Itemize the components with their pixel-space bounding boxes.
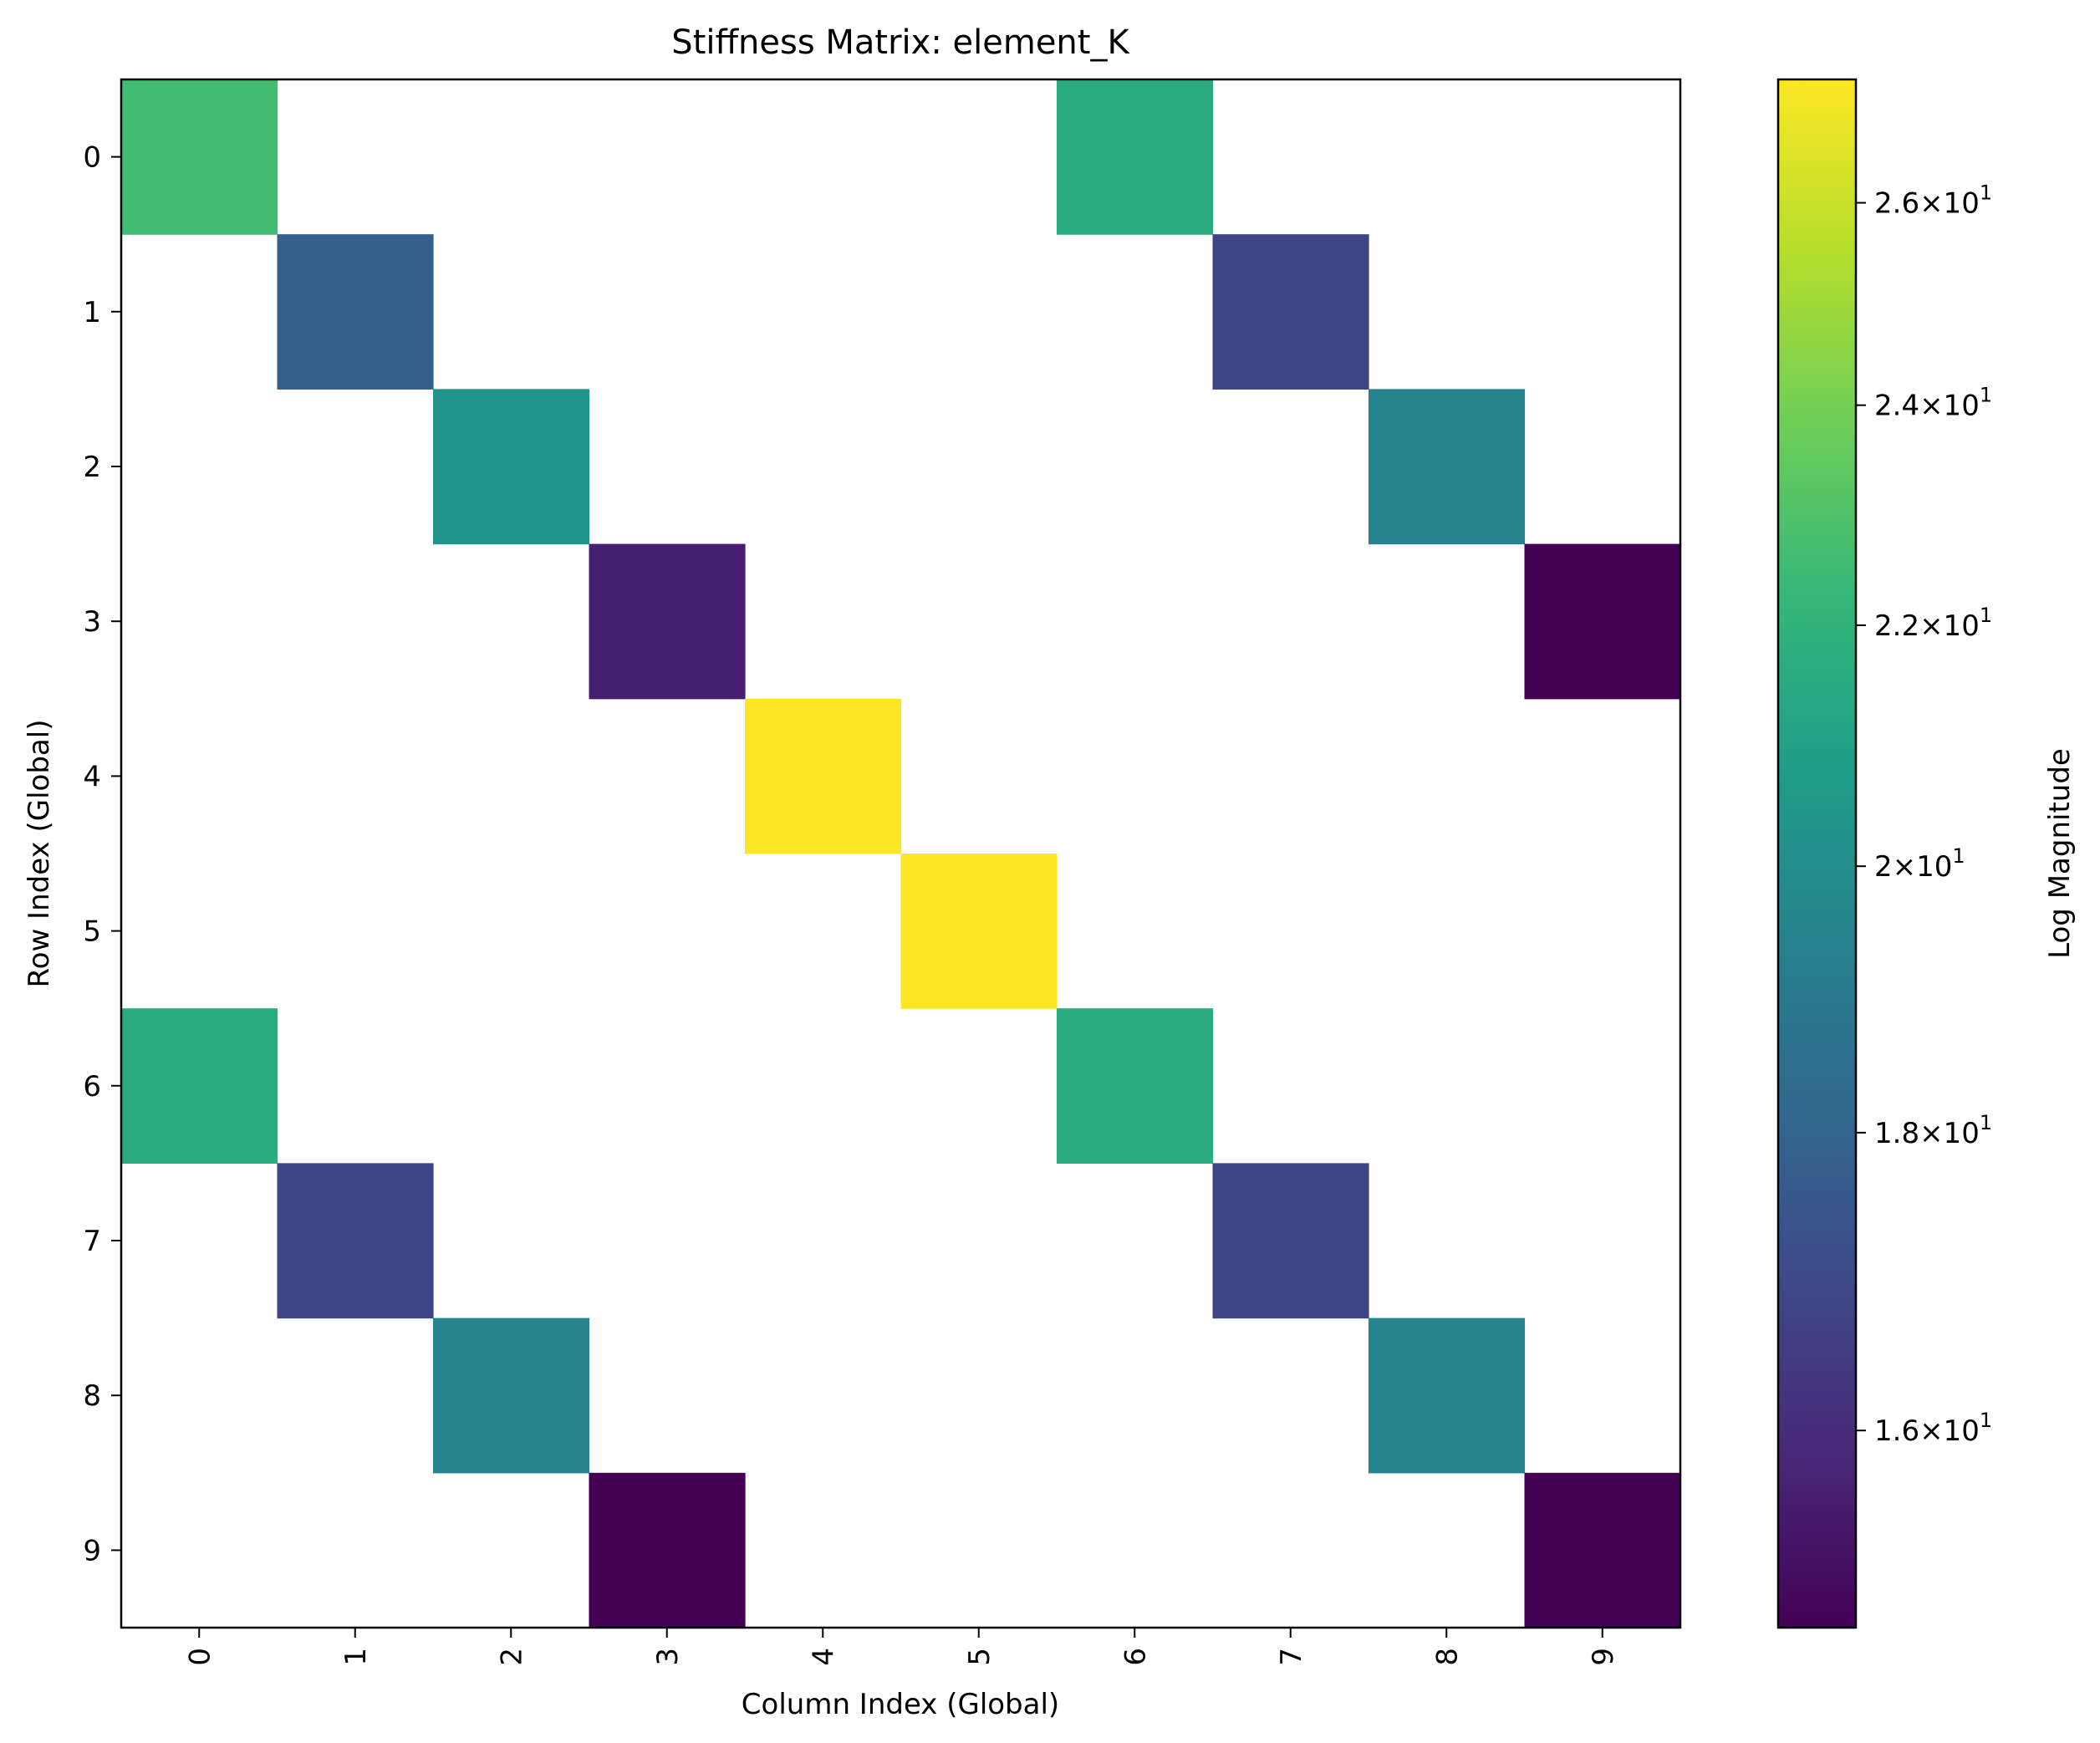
heatmap-cell-r7-c1 xyxy=(277,1163,434,1319)
heatmap-cell-r2-c8 xyxy=(1369,389,1526,545)
x-tick-label: 3 xyxy=(651,1648,685,1666)
x-tick-label: 2 xyxy=(495,1648,528,1666)
y-tick-label: 3 xyxy=(83,605,101,639)
heatmap-cell-r0-c6 xyxy=(1057,79,1214,235)
y-tick-label: 6 xyxy=(83,1070,101,1103)
y-tick-label: 9 xyxy=(83,1534,101,1567)
y-tick-label: 0 xyxy=(83,141,101,175)
heatmap-cell-r3-c3 xyxy=(589,543,746,700)
heatmap-cell-r6-c6 xyxy=(1057,1008,1214,1164)
y-tick-label: 1 xyxy=(83,296,101,329)
x-tick-label: 1 xyxy=(339,1648,373,1666)
heatmap-cell-r9-c9 xyxy=(1524,1472,1681,1628)
x-axis-ticks: 0 1 2 3 4 5 6 7 8 9 xyxy=(183,1628,1620,1666)
heatmap-cell-r0-c0 xyxy=(121,79,278,235)
colorbar-ticks: 1.6×101 1.8×101 2×101 2.2×101 2.4×101 2.6×101 xyxy=(1856,181,1992,1448)
heatmap-cell-r6-c0 xyxy=(121,1008,278,1164)
x-tick-label: 5 xyxy=(963,1648,996,1666)
plot-frame xyxy=(120,78,1682,1629)
colorbar-tick-label: 1.6×101 xyxy=(1874,1409,1992,1448)
y-axis-ticks: 0 1 2 3 4 5 6 7 8 9 xyxy=(83,141,121,1567)
x-tick-label: 0 xyxy=(183,1648,217,1666)
colorbar-tick-label: 2.2×101 xyxy=(1874,604,1992,643)
chart-title: Stiffness Matrix: element_K xyxy=(671,23,1130,62)
x-tick-label: 8 xyxy=(1430,1648,1464,1666)
y-axis-label: Row Index (Global) xyxy=(23,720,56,988)
heatmap-cell-r3-c9 xyxy=(1524,543,1681,700)
heatmap-cell-r8-c2 xyxy=(433,1317,590,1474)
x-tick-label: 7 xyxy=(1275,1648,1308,1666)
heatmap-cell-r8-c8 xyxy=(1369,1317,1526,1474)
heatmap-cell-r5-c5 xyxy=(900,854,1058,1009)
heatmap-cell-r4-c4 xyxy=(745,698,902,854)
heatmap-cells xyxy=(121,79,1681,1628)
colorbar-tick-label: 2.4×101 xyxy=(1874,384,1992,423)
heatmap-cell-r1-c7 xyxy=(1212,234,1369,390)
colorbar-tick-label: 1.8×101 xyxy=(1874,1111,1992,1150)
x-tick-label: 4 xyxy=(807,1648,840,1666)
x-axis-label: Column Index (Global) xyxy=(742,1688,1059,1721)
colorbar xyxy=(1778,79,1856,1628)
y-tick-label: 7 xyxy=(83,1225,101,1258)
heatmap-cell-r1-c1 xyxy=(277,234,434,390)
heatmap-cell-r9-c3 xyxy=(589,1472,746,1628)
y-tick-label: 5 xyxy=(83,915,101,949)
y-tick-label: 4 xyxy=(83,760,101,793)
y-tick-label: 8 xyxy=(83,1379,101,1413)
x-tick-label: 9 xyxy=(1587,1648,1620,1666)
heatmap-cell-r7-c7 xyxy=(1212,1163,1369,1319)
x-tick-label: 6 xyxy=(1119,1648,1152,1666)
y-tick-label: 2 xyxy=(83,451,101,484)
heatmap-cell-r2-c2 xyxy=(433,389,590,545)
colorbar-label: Log Magnitude xyxy=(2043,748,2077,959)
colorbar-tick-label: 2×101 xyxy=(1874,844,1965,884)
colorbar-tick-label: 2.6×101 xyxy=(1874,181,1992,221)
colorbar-frame xyxy=(1776,78,1858,1629)
